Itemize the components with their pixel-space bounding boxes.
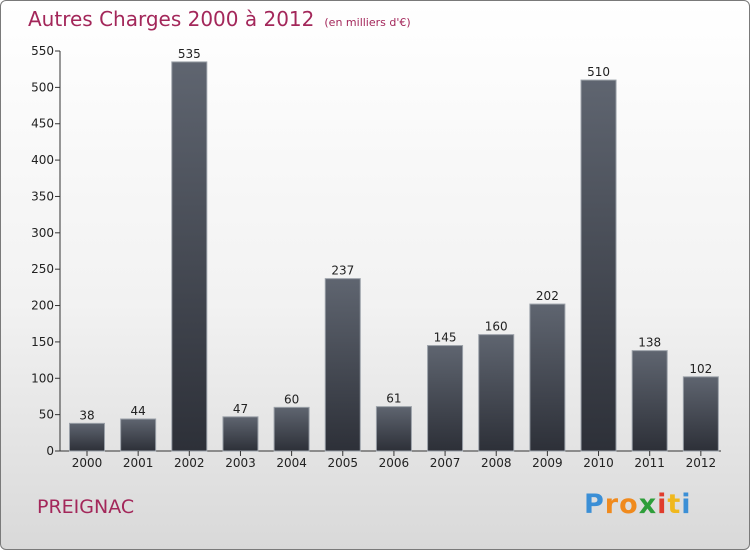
bar-2006 [375, 406, 412, 452]
chart-title-text: Autres Charges 2000 à 2012 [28, 7, 315, 31]
logo-letter: i [681, 489, 692, 520]
x-tick-label-2012: 2012 [686, 456, 717, 470]
bar-2002 [171, 61, 208, 452]
bar-2000 [69, 422, 105, 452]
y-tick-label: 350 [31, 189, 54, 203]
data-label-2009: 202 [536, 289, 559, 303]
x-tick-label-2001: 2001 [123, 456, 154, 470]
x-tick-label-2007: 2007 [430, 456, 461, 470]
logo-letter: t [667, 489, 682, 520]
x-tick-label-2002: 2002 [174, 456, 205, 470]
data-label-2002: 535 [178, 47, 201, 61]
commune-name: PREIGNAC [37, 496, 135, 518]
y-tick-label: 450 [31, 117, 54, 131]
data-label-2011: 138 [638, 336, 661, 350]
bar-2011 [631, 350, 668, 452]
bar-2004 [273, 406, 310, 452]
data-label-2001: 44 [131, 404, 146, 418]
logo-letter: r [604, 489, 620, 520]
bar-2001 [120, 418, 157, 452]
x-tick-label-2009: 2009 [532, 456, 563, 470]
data-label-2005: 237 [331, 264, 354, 278]
data-label-2010: 510 [587, 65, 610, 79]
proxiti-logo: Proxiti [584, 489, 692, 520]
bar-2012 [682, 376, 719, 452]
y-tick-label: 50 [39, 408, 54, 422]
data-label-2007: 145 [434, 331, 457, 345]
chart-subtitle: (en milliers d'€) [324, 16, 411, 29]
y-tick-label: 200 [31, 299, 54, 313]
data-label-2000: 38 [79, 408, 94, 422]
y-tick-label: 500 [31, 80, 54, 94]
y-tick-label: 0 [46, 444, 54, 458]
x-tick-label-2005: 2005 [327, 456, 358, 470]
y-tick-label: 550 [31, 44, 54, 58]
logo-letter: P [584, 489, 605, 520]
x-tick-label-2006: 2006 [379, 456, 410, 470]
y-tick-label: 100 [31, 371, 54, 385]
data-label-2006: 61 [386, 392, 401, 406]
y-tick-label: 300 [31, 226, 54, 240]
data-label-2012: 102 [689, 362, 712, 376]
y-tick-label: 150 [31, 335, 54, 349]
chart-title: Autres Charges 2000 à 2012 (en milliers d… [28, 7, 411, 31]
bar-2010 [580, 79, 617, 452]
x-tick-label-2008: 2008 [481, 456, 512, 470]
bar-2008 [478, 334, 515, 452]
bar-2005 [324, 278, 361, 452]
logo-letter: x [638, 489, 658, 520]
data-label-2004: 60 [284, 392, 299, 406]
y-tick-label: 400 [31, 153, 54, 167]
data-label-2008: 160 [485, 320, 508, 334]
data-label-2003: 47 [233, 402, 248, 416]
x-tick-label-2000: 2000 [72, 456, 103, 470]
y-tick-label: 250 [31, 262, 54, 276]
logo-letter: i [657, 489, 668, 520]
x-tick-label-2010: 2010 [583, 456, 614, 470]
x-tick-label-2004: 2004 [276, 456, 307, 470]
x-tick-label-2011: 2011 [634, 456, 665, 470]
bar-2007 [427, 345, 464, 452]
bar-2003 [222, 416, 259, 452]
bar-2009 [529, 303, 566, 452]
logo-letter: o [619, 489, 639, 520]
x-tick-label-2003: 2003 [225, 456, 256, 470]
